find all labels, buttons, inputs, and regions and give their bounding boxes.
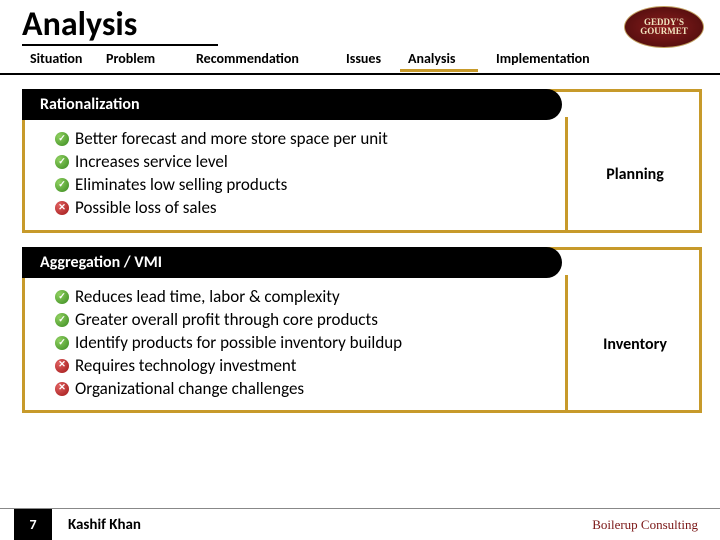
bullet-text: Better forecast and more store space per… [75,128,388,151]
block-header: Rationalization [22,89,562,120]
bullet-text: Greater overall profit through core prod… [75,309,378,332]
side-category-label: Planning [565,117,702,233]
header: Analysis GEDDY'S GOURMET [0,0,720,46]
bullet-text: Organizational change challenges [75,378,304,401]
check-icon: ✓ [55,155,69,169]
side-category-label: Inventory [565,275,702,414]
company-name: Boilerup Consulting [592,517,720,533]
check-icon: ✓ [55,178,69,192]
analysis-block: Rationalization ✓ Better forecast and more… [22,89,702,233]
block-body: ✓ Reduces lead time, labor & complexity ✓ G… [25,278,699,411]
content-area: Rationalization ✓ Better forecast and more… [0,75,720,413]
bullet-item: ✕ Possible loss of sales [55,197,551,220]
bullet-item: ✓ Greater overall profit through core pro… [55,309,551,332]
analysis-block: Aggregation / VMI ✓ Reduces lead time, lab… [22,247,702,414]
block-body: ✓ Better forecast and more store space pe… [25,120,699,230]
bullet-list: ✓ Reduces lead time, labor & complexity ✓ G… [25,278,565,411]
footer: 7 Kashif Khan Boilerup Consulting [0,508,720,540]
page-number: 7 [14,509,52,540]
bullet-text: Requires technology investment [75,355,296,378]
crumb-recommendation: Recommendation [188,48,338,72]
bullet-text: Possible loss of sales [75,197,217,220]
bullet-text: Identify products for possible inventory… [75,332,402,355]
breadcrumb: Situation Problem Recommendation Issues … [0,48,720,72]
bullet-text: Reduces lead time, labor & complexity [75,286,340,309]
bullet-item: ✓ Identify products for possible inventor… [55,332,551,355]
crumb-implementation: Implementation [488,48,618,72]
bullet-item: ✕ Organizational change challenges [55,378,551,401]
bullet-item: ✓ Reduces lead time, labor & complexity [55,286,551,309]
check-icon: ✓ [55,313,69,327]
bullet-text: Increases service level [75,151,228,174]
check-icon: ✓ [55,290,69,304]
check-icon: ✓ [55,132,69,146]
crumb-problem: Problem [98,48,188,72]
page-title: Analysis [22,8,720,42]
crumb-situation: Situation [22,48,98,72]
bullet-item: ✕ Requires technology investment [55,355,551,378]
block-header: Aggregation / VMI [22,247,562,278]
cross-icon: ✕ [55,382,69,396]
crumb-analysis-active: Analysis [400,48,478,72]
author-name: Kashif Khan [52,516,592,534]
check-icon: ✓ [55,336,69,350]
cross-icon: ✕ [55,201,69,215]
brand-logo: GEDDY'S GOURMET [624,6,704,48]
cross-icon: ✕ [55,359,69,373]
logo-text: GEDDY'S GOURMET [640,18,688,36]
bullet-item: ✓ Increases service level [55,151,551,174]
crumb-issues: Issues [338,48,400,72]
bullet-text: Eliminates low selling products [75,174,287,197]
bullet-list: ✓ Better forecast and more store space pe… [25,120,565,230]
bullet-item: ✓ Eliminates low selling products [55,174,551,197]
bullet-item: ✓ Better forecast and more store space pe… [55,128,551,151]
